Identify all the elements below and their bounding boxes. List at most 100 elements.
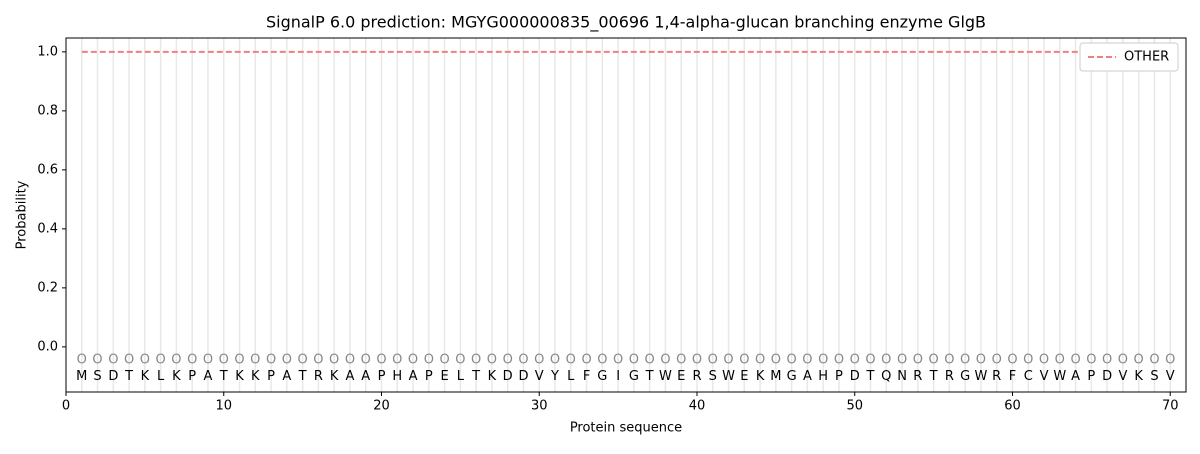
region-label: O: [439, 353, 449, 368]
residue-label: A: [282, 369, 291, 384]
residue-label: T: [124, 369, 133, 384]
residue-label: K: [1134, 369, 1143, 384]
region-label: O: [881, 353, 891, 368]
residue-label: S: [1150, 369, 1158, 384]
residue-label: T: [645, 369, 654, 384]
region-label: O: [960, 353, 970, 368]
residue-label: W: [722, 369, 735, 384]
residue-label: V: [1040, 369, 1049, 384]
region-label: O: [250, 353, 260, 368]
residue-label: I: [616, 369, 620, 384]
region-label: O: [1023, 353, 1033, 368]
residue-label: R: [913, 369, 922, 384]
region-label: O: [518, 353, 528, 368]
residue-label: W: [1053, 369, 1066, 384]
x-tick-label: 50: [846, 399, 863, 414]
y-tick-label: 0.8: [37, 103, 58, 118]
region-label: O: [124, 353, 134, 368]
x-tick-label: 10: [215, 399, 232, 414]
residue-label: G: [960, 369, 970, 384]
region-label: O: [629, 353, 639, 368]
region-label: O: [581, 353, 591, 368]
residue-label: W: [974, 369, 987, 384]
residue-label: P: [835, 369, 843, 384]
residue-label: M: [76, 369, 87, 384]
y-tick-label: 0.0: [37, 339, 58, 354]
region-label: O: [613, 353, 623, 368]
residue-label: S: [709, 369, 717, 384]
residue-label: R: [992, 369, 1001, 384]
region-label: O: [818, 353, 828, 368]
residue-label: K: [251, 369, 260, 384]
residue-label: A: [345, 369, 354, 384]
region-label: O: [692, 353, 702, 368]
residue-label: P: [1087, 369, 1095, 384]
region-label: O: [550, 353, 560, 368]
region-label: O: [1165, 353, 1175, 368]
region-label: O: [298, 353, 308, 368]
region-label: O: [755, 353, 765, 368]
region-label: O: [487, 353, 497, 368]
residue-label: A: [204, 369, 213, 384]
region-label: O: [850, 353, 860, 368]
region-label: O: [345, 353, 355, 368]
region-label: O: [1055, 353, 1065, 368]
residue-label: F: [583, 369, 590, 384]
region-label: O: [534, 353, 544, 368]
region-label: O: [645, 353, 655, 368]
y-tick-label: 0.2: [37, 280, 58, 295]
region-label: O: [834, 353, 844, 368]
residue-label: Y: [550, 369, 559, 384]
residue-label: K: [330, 369, 339, 384]
residue-label: T: [471, 369, 480, 384]
region-label: O: [1039, 353, 1049, 368]
residue-label: Q: [881, 369, 891, 384]
residue-label: V: [535, 369, 544, 384]
plot-frame: [65, 37, 1187, 393]
residue-label: D: [503, 369, 513, 384]
region-label: O: [219, 353, 229, 368]
residue-label: E: [677, 369, 685, 384]
region-label: O: [771, 353, 781, 368]
x-tick-label: 40: [689, 399, 706, 414]
region-label: O: [77, 353, 87, 368]
residue-label: R: [945, 369, 954, 384]
y-axis-label: Probability: [15, 180, 30, 249]
residue-label: H: [818, 369, 828, 384]
region-label: O: [913, 353, 923, 368]
region-label: O: [787, 353, 797, 368]
residue-label: D: [850, 369, 860, 384]
residue-label: D: [108, 369, 118, 384]
residue-label: A: [1071, 369, 1080, 384]
region-label: O: [1149, 353, 1159, 368]
region-label: O: [266, 353, 276, 368]
region-label: O: [108, 353, 118, 368]
region-label: O: [171, 353, 181, 368]
residue-label: L: [457, 369, 465, 384]
x-axis-label: Protein sequence: [570, 421, 682, 436]
region-label: O: [865, 353, 875, 368]
region-label: O: [203, 353, 213, 368]
residue-label: K: [172, 369, 181, 384]
region-label: O: [739, 353, 749, 368]
region-label: O: [471, 353, 481, 368]
residue-label: H: [392, 369, 402, 384]
residue-label: P: [378, 369, 386, 384]
residue-label: G: [629, 369, 639, 384]
x-tick-label: 20: [373, 399, 390, 414]
region-label: O: [1134, 353, 1144, 368]
region-label: O: [376, 353, 386, 368]
region-label: O: [566, 353, 576, 368]
residue-label: D: [518, 369, 528, 384]
x-tick-label: 60: [1004, 399, 1021, 414]
residue-label: R: [692, 369, 701, 384]
region-label: O: [897, 353, 907, 368]
residue-label: T: [929, 369, 938, 384]
region-label: O: [424, 353, 434, 368]
residue-label: L: [567, 369, 575, 384]
residue-label: K: [235, 369, 244, 384]
residue-label: P: [188, 369, 196, 384]
region-label: O: [1118, 353, 1128, 368]
region-label: O: [92, 353, 102, 368]
region-label: O: [802, 353, 812, 368]
